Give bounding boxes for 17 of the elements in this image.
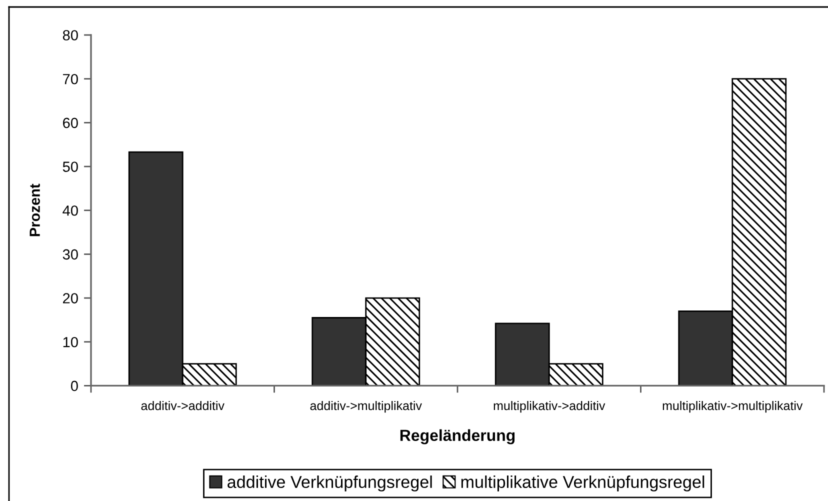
y-tick-label: 10 — [63, 336, 78, 348]
y-tick-label: 80 — [62, 30, 78, 40]
x-axis-title: Regeländerung — [400, 429, 515, 444]
x-tick-label: multiplikativ->multiplikativ — [662, 400, 803, 413]
y-tick-label: 50 — [62, 162, 78, 172]
y-axis-title: Prozent — [30, 184, 40, 236]
x-tick-label: additiv->additiv — [141, 400, 224, 410]
y-tick-label: 30 — [62, 249, 78, 260]
y-tick-label: 0 — [70, 380, 78, 392]
legend-label: additive Verknüpfungsregel — [228, 475, 432, 492]
y-tick-label: 40 — [62, 205, 78, 216]
legend-label: multiplikative Verknüpfungsregel — [461, 475, 704, 492]
y-tick-label: 20 — [63, 293, 78, 304]
x-tick-label: additiv->multiplikativ — [310, 400, 422, 413]
x-tick-label: multiplikativ->additiv — [494, 400, 606, 413]
y-tick-label: 70 — [63, 74, 78, 84]
y-tick-label: 60 — [63, 118, 78, 128]
